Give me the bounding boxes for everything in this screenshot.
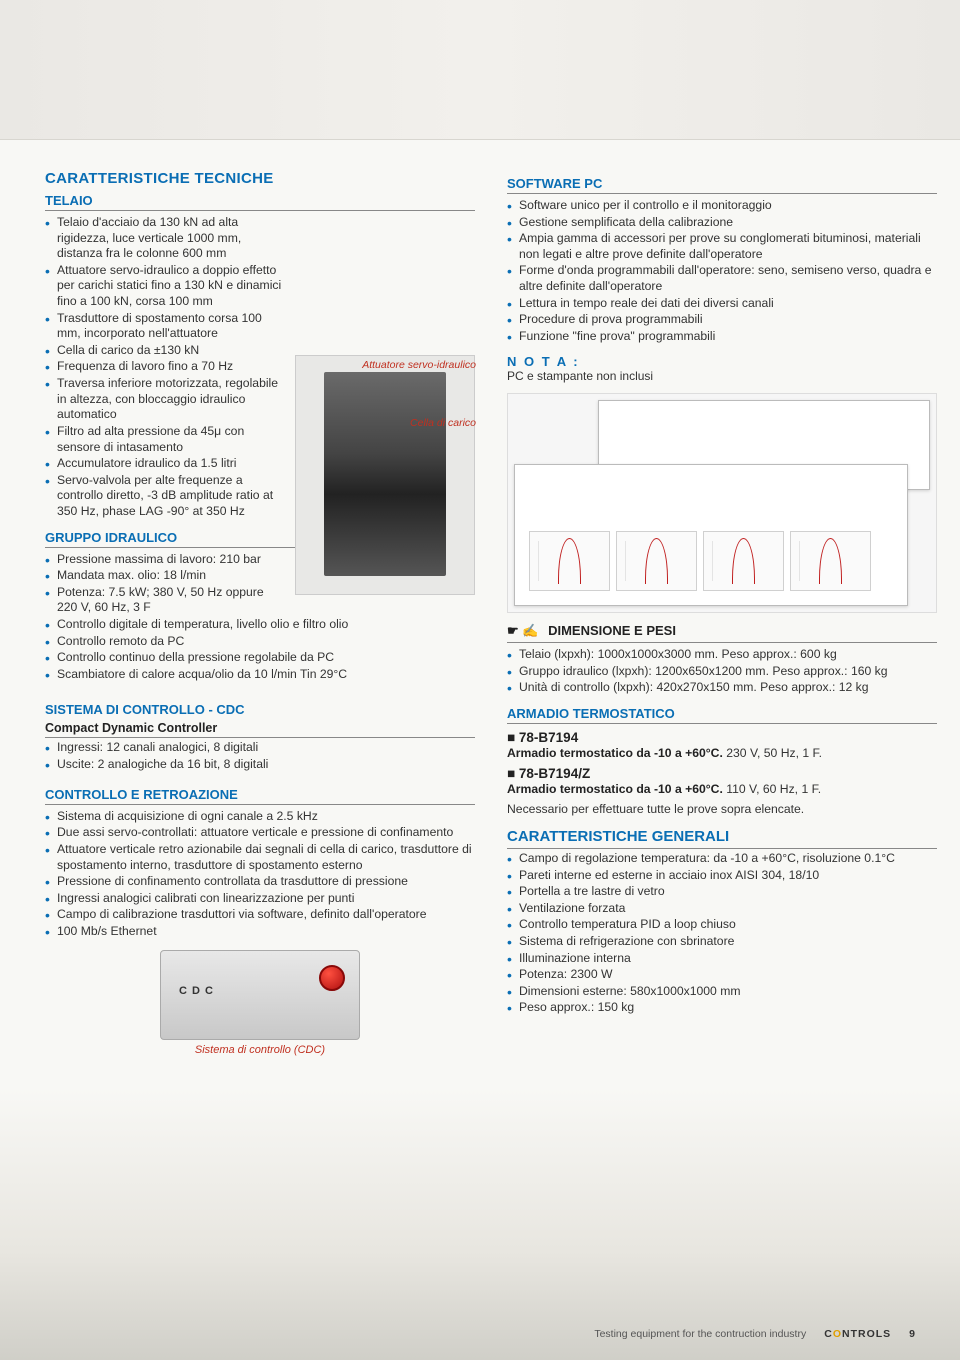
list-item: Gestione semplificata della calibrazione <box>507 215 937 231</box>
list-item: Telaio (lxpxh): 1000x1000x3000 mm. Peso … <box>507 647 937 663</box>
list-item: Potenza: 7.5 kW; 380 V, 50 Hz oppure 220… <box>45 585 475 616</box>
telaio-list: Telaio d'acciaio da 130 kN ad alta rigid… <box>45 215 475 520</box>
list-item: Servo-valvola per alte frequenze a contr… <box>45 473 475 520</box>
list-item: Traversa inferiore motorizzata, regolabi… <box>45 376 475 423</box>
list-item: 100 Mb/s Ethernet <box>45 924 475 940</box>
list-item: Filtro ad alta pressione da 45μ con sens… <box>45 424 475 455</box>
model-1-desc: Armadio termostatico da -10 a +60°C. 230… <box>507 746 937 760</box>
list-item: Forme d'onda programmabili dall'operator… <box>507 263 937 294</box>
list-item: Funzione "fine prova" programmabili <box>507 329 937 345</box>
list-item: Due assi servo-controllati: attuatore ve… <box>45 825 475 841</box>
list-item: Illuminazione interna <box>507 951 937 967</box>
software-screenshot <box>507 393 937 613</box>
list-item: Ampia gamma di accessori per prove su co… <box>507 231 937 262</box>
list-item: Campo di regolazione temperatura: da -10… <box>507 851 937 867</box>
list-item: Pressione di confinamento controllata da… <box>45 874 475 890</box>
top-band <box>0 0 960 140</box>
list-item: Sistema di refrigerazione con sbrinatore <box>507 934 937 950</box>
software-title: SOFTWARE PC <box>507 176 937 194</box>
list-item: Attuatore servo-idraulico a doppio effet… <box>45 263 475 310</box>
list-item: Sistema di acquisizione di ogni canale a… <box>45 809 475 825</box>
dim-list: Telaio (lxpxh): 1000x1000x3000 mm. Peso … <box>507 647 937 696</box>
list-item: Procedure di prova programmabili <box>507 312 937 328</box>
list-item: Dimensioni esterne: 580x1000x1000 mm <box>507 984 937 1000</box>
footer-logo: CONTROLS <box>824 1328 891 1340</box>
list-item: Controllo continuo della pressione regol… <box>45 650 475 666</box>
list-item: Ventilazione forzata <box>507 901 937 917</box>
list-item: Controllo temperatura PID a loop chiuso <box>507 917 937 933</box>
note-block: N O T A : PC e stampante non inclusi <box>507 354 937 385</box>
list-item: Software unico per il controllo e il mon… <box>507 198 937 214</box>
retro-list: Sistema di acquisizione di ogni canale a… <box>45 809 475 940</box>
armadio-title: ARMADIO TERMOSTATICO <box>507 706 937 724</box>
list-item: Peso approx.: 150 kg <box>507 1000 937 1016</box>
list-item: Trasduttore di spostamento corsa 100 mm,… <box>45 311 475 342</box>
list-item: Gruppo idraulico (lxpxh): 1200x650x1200 … <box>507 664 937 680</box>
cdc-image: C D C <box>160 950 360 1040</box>
model-2: 78-B7194/Z <box>507 766 937 781</box>
list-item: Lettura in tempo reale dei dati dei dive… <box>507 296 937 312</box>
cdc-title: SISTEMA DI CONTROLLO - CDC <box>45 702 475 717</box>
telaio-title: TELAIO <box>45 193 475 211</box>
list-item: Frequenza di lavoro fino a 70 Hz <box>45 359 475 375</box>
model-1: 78-B7194 <box>507 730 937 745</box>
list-item: Unità di controllo (lxpxh): 420x270x150 … <box>507 680 937 696</box>
main-heading: CARATTERISTICHE TECNICHE <box>45 170 475 187</box>
estop-icon <box>319 965 345 991</box>
list-item: Mandata max. olio: 18 l/min <box>45 568 475 584</box>
list-item: Ingressi analogici calibrati con lineari… <box>45 891 475 907</box>
list-item: Potenza: 2300 W <box>507 967 937 983</box>
page-number: 9 <box>909 1328 915 1340</box>
list-item: Uscite: 2 analogiche da 16 bit, 8 digita… <box>45 757 475 773</box>
generali-title: CARATTERISTICHE GENERALI <box>507 828 937 849</box>
hand-icon: ☛ ✍ <box>507 623 538 638</box>
cdc-list: Ingressi: 12 canali analogici, 8 digital… <box>45 740 475 772</box>
list-item: Campo di calibrazione trasduttori via so… <box>45 907 475 923</box>
list-item: Controllo remoto da PC <box>45 634 475 650</box>
note-title: N O T A : <box>507 354 937 369</box>
list-item: Controllo digitale di temperatura, livel… <box>45 617 475 633</box>
software-list: Software unico per il controllo e il mon… <box>507 198 937 344</box>
list-item: Ingressi: 12 canali analogici, 8 digital… <box>45 740 475 756</box>
dim-heading: ☛ ✍ DIMENSIONE E PESI <box>507 623 937 643</box>
footer: Testing equipment for the contruction in… <box>594 1328 915 1340</box>
gruppo-list: Pressione massima di lavoro: 210 bar Man… <box>45 552 475 683</box>
list-item: Telaio d'acciaio da 130 kN ad alta rigid… <box>45 215 475 262</box>
generali-list: Campo di regolazione temperatura: da -10… <box>507 851 937 1016</box>
footer-text: Testing equipment for the contruction in… <box>594 1328 806 1340</box>
list-item: Cella di carico da ±130 kN <box>45 343 475 359</box>
retro-title: CONTROLLO E RETROAZIONE <box>45 787 475 805</box>
cdc-brand: C D C <box>179 985 214 997</box>
model-2-desc: Armadio termostatico da -10 a +60°C. 110… <box>507 782 937 796</box>
list-item: Pressione massima di lavoro: 210 bar <box>45 552 475 568</box>
note-body: PC e stampante non inclusi <box>507 369 937 385</box>
armadio-extra: Necessario per effettuare tutte le prove… <box>507 802 937 816</box>
list-item: Attuatore verticale retro azionabile dai… <box>45 842 475 873</box>
list-item: Pareti interne ed esterne in acciaio ino… <box>507 868 937 884</box>
list-item: Portella a tre lastre di vetro <box>507 884 937 900</box>
cdc-caption: Sistema di controllo (CDC) <box>45 1044 475 1056</box>
list-item: Scambiatore di calore acqua/olio da 10 l… <box>45 667 475 683</box>
cdc-subtitle: Compact Dynamic Controller <box>45 721 475 738</box>
list-item: Accumulatore idraulico da 1.5 litri <box>45 456 475 472</box>
